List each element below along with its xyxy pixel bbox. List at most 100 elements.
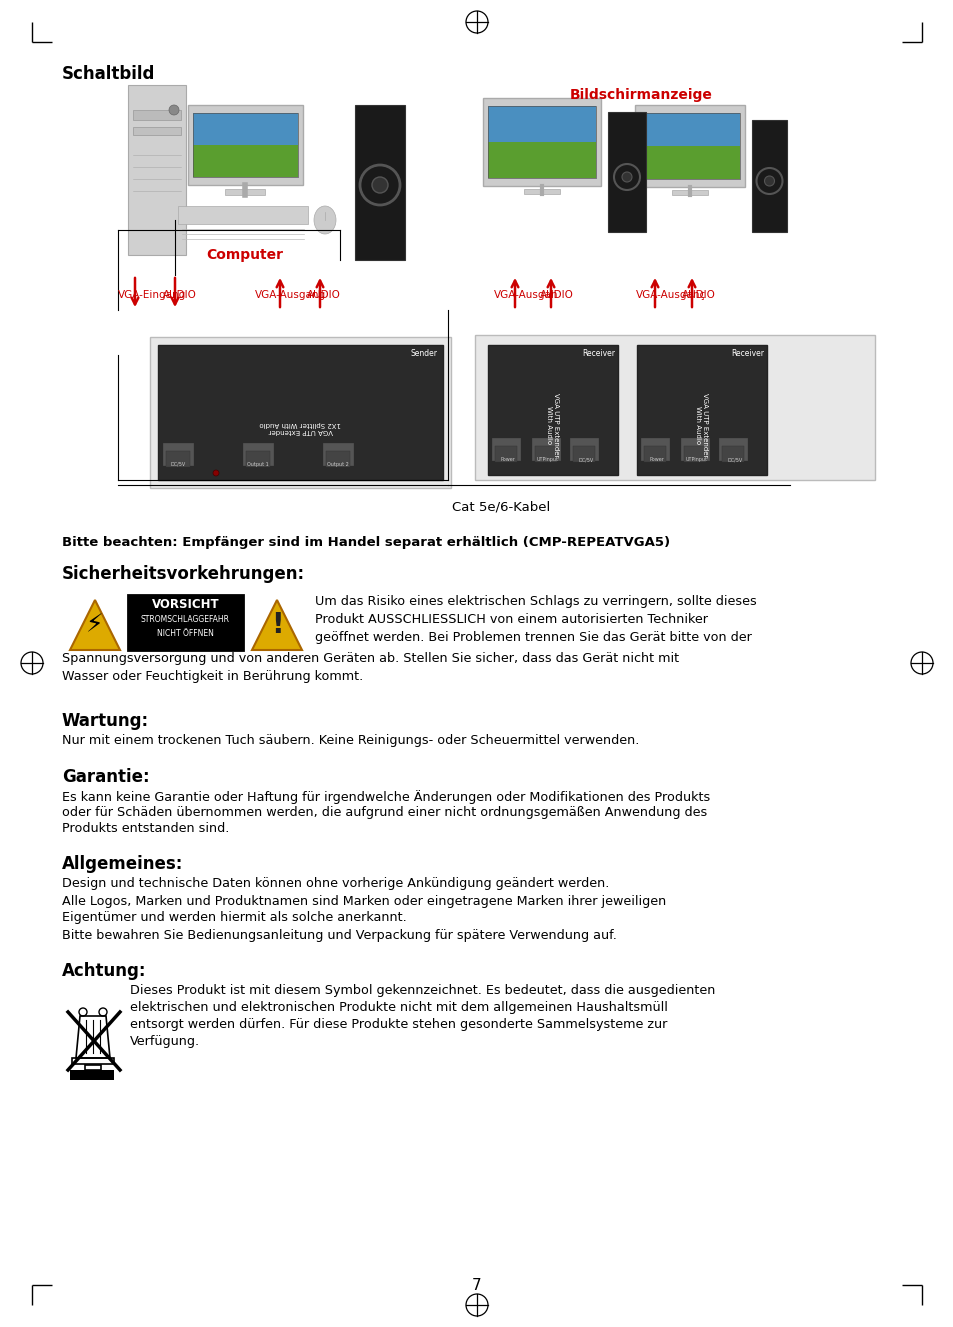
Text: Alle Logos, Marken und Produktnamen sind Marken oder eingetragene Marken ihrer j: Alle Logos, Marken und Produktnamen sind… — [62, 894, 665, 908]
Bar — [495, 446, 517, 462]
Bar — [193, 113, 297, 176]
Bar — [569, 438, 598, 460]
Text: elektrischen und elektronischen Produkte nicht mit dem allgemeinen Haushaltsmüll: elektrischen und elektronischen Produkte… — [130, 1001, 667, 1014]
Bar — [128, 632, 243, 650]
Text: VGA-Ausgan: VGA-Ausgan — [494, 291, 558, 300]
Bar — [719, 438, 746, 460]
Bar — [326, 451, 350, 467]
Text: Spannungsversorgung und von anderen Geräten ab. Stellen Sie sicher, dass das Ger: Spannungsversorgung und von anderen Gerä… — [62, 652, 679, 665]
Bar — [639, 113, 740, 146]
Text: Achtung:: Achtung: — [62, 962, 147, 981]
Bar — [640, 438, 668, 460]
Text: Bitte beachten: Empfänger sind im Handel separat erhältlich (CMP-REPEATVGA5): Bitte beachten: Empfänger sind im Handel… — [62, 536, 669, 549]
Text: AUDIO: AUDIO — [539, 291, 574, 300]
Text: VGA UTP Extender
With Audio: VGA UTP Extender With Audio — [695, 393, 708, 458]
Bar — [178, 206, 308, 224]
Bar — [243, 443, 273, 464]
Bar — [85, 1066, 101, 1070]
Bar — [639, 113, 740, 179]
Text: Dieses Produkt ist mit diesem Symbol gekennzeichnet. Es bedeutet, dass die ausge: Dieses Produkt ist mit diesem Symbol gek… — [130, 985, 715, 997]
Bar — [751, 119, 786, 232]
Bar — [71, 1058, 113, 1064]
Text: geöffnet werden. Bei Problemen trennen Sie das Gerät bitte von der: geöffnet werden. Bei Problemen trennen S… — [314, 632, 751, 644]
Bar — [488, 106, 596, 142]
Text: Verfügung.: Verfügung. — [130, 1035, 200, 1048]
Text: Schaltbild: Schaltbild — [62, 65, 155, 84]
Text: DC/5V: DC/5V — [171, 462, 186, 467]
Bar — [188, 105, 303, 184]
Text: Bitte bewahren Sie Bedienungsanleitung und Verpackung für spätere Verwendung auf: Bitte bewahren Sie Bedienungsanleitung u… — [62, 929, 617, 942]
Ellipse shape — [314, 206, 335, 234]
Text: Sicherheitsvorkehrungen:: Sicherheitsvorkehrungen: — [62, 565, 305, 583]
Bar — [166, 451, 190, 467]
Circle shape — [372, 176, 388, 192]
Text: Receiver: Receiver — [581, 349, 615, 358]
Text: Output 2: Output 2 — [327, 462, 349, 467]
Bar — [163, 443, 193, 464]
Bar — [246, 451, 270, 467]
Text: Produkt AUSSCHLIESSLICH von einem autorisierten Techniker: Produkt AUSSCHLIESSLICH von einem autori… — [314, 613, 707, 626]
Bar — [225, 188, 265, 195]
Text: VGA-Eingang: VGA-Eingang — [118, 291, 186, 300]
Text: VGA UTP Extender
1X2 Splitter With Audio: VGA UTP Extender 1X2 Splitter With Audio — [259, 421, 341, 434]
Text: 7: 7 — [472, 1278, 481, 1292]
Bar — [128, 85, 186, 255]
Bar — [635, 105, 744, 187]
Bar — [150, 337, 451, 488]
Bar — [643, 446, 665, 462]
Text: DC/5V: DC/5V — [578, 456, 593, 462]
Bar — [193, 145, 297, 176]
Text: !: ! — [271, 610, 283, 640]
Text: Receiver: Receiver — [730, 349, 763, 358]
Text: Produkts entstanden sind.: Produkts entstanden sind. — [62, 821, 229, 835]
Bar — [523, 188, 559, 194]
Text: ⚡: ⚡ — [86, 613, 104, 637]
Text: Output 1: Output 1 — [247, 462, 269, 467]
Text: entsorgt werden dürfen. Für diese Produkte stehen gesonderte Sammelsysteme zur: entsorgt werden dürfen. Für diese Produk… — [130, 1018, 667, 1031]
Text: NICHT ÖFFNEN: NICHT ÖFFNEN — [157, 629, 213, 638]
Bar — [535, 446, 557, 462]
Text: STROMSCHLAGGEFAHR: STROMSCHLAGGEFAHR — [141, 614, 230, 624]
Bar — [132, 110, 181, 119]
Bar — [607, 111, 645, 232]
Bar — [573, 446, 595, 462]
Bar — [70, 1070, 113, 1080]
Text: Eigentümer und werden hiermit als solche anerkannt.: Eigentümer und werden hiermit als solche… — [62, 912, 406, 924]
Text: Wasser oder Feuchtigkeit in Berührung kommt.: Wasser oder Feuchtigkeit in Berührung ko… — [62, 670, 363, 683]
Text: DC/5V: DC/5V — [726, 456, 741, 462]
Text: Design und technische Daten können ohne vorherige Ankündigung geändert werden.: Design und technische Daten können ohne … — [62, 877, 609, 890]
Bar — [488, 106, 596, 178]
Text: Garantie:: Garantie: — [62, 768, 150, 786]
Bar — [323, 443, 353, 464]
Bar — [680, 438, 708, 460]
Bar — [492, 438, 519, 460]
Bar — [639, 146, 740, 179]
Bar — [637, 345, 766, 475]
Text: Power: Power — [649, 456, 663, 462]
Bar — [488, 142, 596, 178]
Text: Bildschirmanzeige: Bildschirmanzeige — [569, 88, 712, 102]
Text: Nur mit einem trockenen Tuch säubern. Keine Reinigungs- oder Scheuermittel verwe: Nur mit einem trockenen Tuch säubern. Ke… — [62, 734, 639, 747]
Text: oder für Schäden übernommen werden, die aufgrund einer nicht ordnungsgemäßen Anw: oder für Schäden übernommen werden, die … — [62, 805, 706, 819]
Text: VORSICHT: VORSICHT — [152, 598, 219, 610]
Text: UTPinput: UTPinput — [685, 456, 707, 462]
Bar — [475, 334, 874, 480]
Circle shape — [621, 173, 631, 182]
Bar — [158, 345, 442, 480]
Bar — [193, 113, 297, 145]
Text: VGA-Ausganç: VGA-Ausganç — [636, 291, 705, 300]
Text: Um das Risiko eines elektrischen Schlags zu verringern, sollte dieses: Um das Risiko eines elektrischen Schlags… — [314, 594, 756, 608]
Polygon shape — [252, 600, 302, 650]
Text: VGA-Ausgang: VGA-Ausgang — [254, 291, 326, 300]
Text: Sender: Sender — [411, 349, 437, 358]
Text: AUDIO: AUDIO — [163, 291, 196, 300]
Text: Computer: Computer — [206, 248, 283, 261]
Bar — [132, 127, 181, 135]
Text: Wartung:: Wartung: — [62, 713, 149, 730]
Polygon shape — [70, 600, 120, 650]
Bar — [721, 446, 743, 462]
Text: AUDIO: AUDIO — [681, 291, 715, 300]
Text: AUDIO: AUDIO — [307, 291, 340, 300]
Text: Es kann keine Garantie oder Haftung für irgendwelche Änderungen oder Modifikatio: Es kann keine Garantie oder Haftung für … — [62, 790, 709, 804]
Text: Allgemeines:: Allgemeines: — [62, 855, 183, 873]
